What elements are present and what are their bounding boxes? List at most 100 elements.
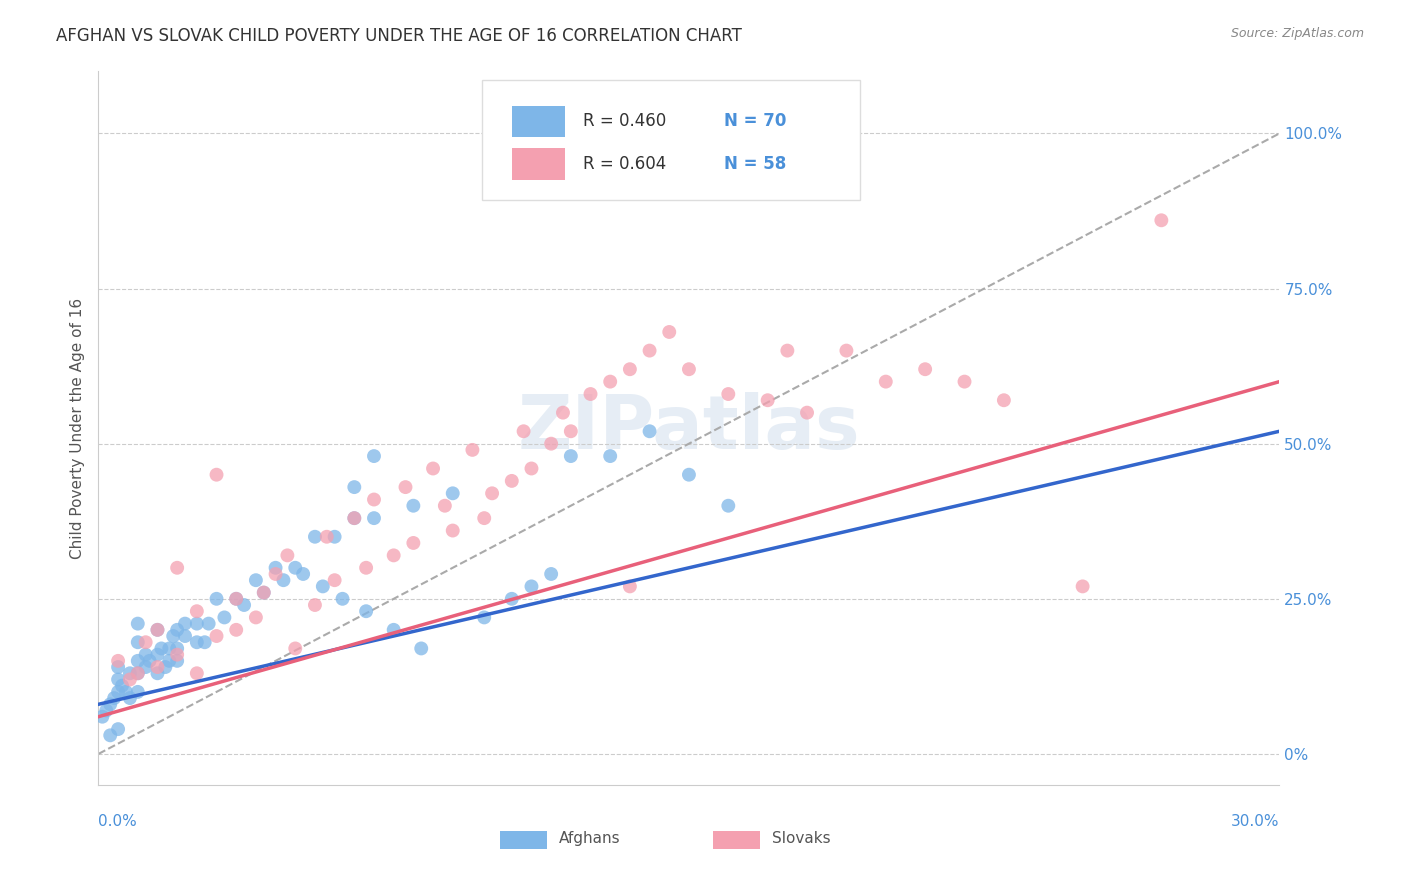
Point <box>127 685 149 699</box>
Point <box>273 573 295 587</box>
Point <box>363 449 385 463</box>
Point <box>658 325 681 339</box>
Point <box>363 492 385 507</box>
Point <box>186 666 208 681</box>
Point <box>166 648 188 662</box>
Point <box>619 579 641 593</box>
Point <box>332 591 354 606</box>
Point <box>343 511 366 525</box>
Point <box>118 691 141 706</box>
Point <box>638 343 661 358</box>
Point <box>433 499 456 513</box>
Text: R = 0.460: R = 0.460 <box>582 112 666 130</box>
Text: Slovaks: Slovaks <box>772 831 830 846</box>
Point <box>115 685 138 699</box>
Point <box>323 530 346 544</box>
Point <box>205 629 228 643</box>
Point <box>146 623 169 637</box>
Point <box>835 343 858 358</box>
Point <box>197 616 219 631</box>
Point <box>461 442 484 457</box>
Point <box>1071 579 1094 593</box>
Point <box>717 387 740 401</box>
Point <box>150 641 173 656</box>
Point <box>107 654 129 668</box>
Point <box>186 604 208 618</box>
Point <box>138 654 160 668</box>
Point <box>599 375 621 389</box>
Bar <box>501 831 547 849</box>
Point <box>225 623 247 637</box>
Point <box>520 579 543 593</box>
Text: R = 0.604: R = 0.604 <box>582 155 666 173</box>
Point <box>174 629 197 643</box>
Point <box>382 549 405 563</box>
Point <box>214 610 236 624</box>
Point <box>127 616 149 631</box>
Point <box>323 573 346 587</box>
Point <box>166 561 188 575</box>
Point <box>560 449 582 463</box>
Point <box>205 591 228 606</box>
Point <box>402 499 425 513</box>
Bar <box>713 831 759 849</box>
Point <box>107 722 129 736</box>
Point <box>135 635 157 649</box>
Point <box>98 728 121 742</box>
Point <box>118 666 141 681</box>
Point <box>619 362 641 376</box>
Point <box>225 591 247 606</box>
Point <box>382 623 405 637</box>
Text: ZIPatlas: ZIPatlas <box>517 392 860 465</box>
Point <box>264 561 287 575</box>
Point <box>993 393 1015 408</box>
Bar <box>512 105 565 137</box>
Point <box>166 654 188 668</box>
Point <box>1150 213 1173 227</box>
Text: 30.0%: 30.0% <box>1232 814 1279 829</box>
FancyBboxPatch shape <box>482 80 860 200</box>
Point <box>472 610 495 624</box>
Point <box>111 679 134 693</box>
Point <box>233 598 256 612</box>
Point <box>363 511 385 525</box>
Point <box>875 375 897 389</box>
Point <box>107 673 129 687</box>
Point <box>560 424 582 438</box>
Text: Afghans: Afghans <box>560 831 620 846</box>
Point <box>162 629 184 643</box>
Point <box>540 436 562 450</box>
Point <box>146 648 169 662</box>
Point <box>157 654 180 668</box>
Bar <box>512 148 565 180</box>
Point <box>98 698 121 712</box>
Text: Source: ZipAtlas.com: Source: ZipAtlas.com <box>1230 27 1364 40</box>
Point <box>343 480 366 494</box>
Point <box>146 666 169 681</box>
Point <box>205 467 228 482</box>
Point <box>472 511 495 525</box>
Point <box>678 362 700 376</box>
Point <box>312 579 335 593</box>
Point <box>91 709 114 723</box>
Point <box>579 387 602 401</box>
Point <box>520 461 543 475</box>
Point <box>155 660 177 674</box>
Point <box>441 524 464 538</box>
Point <box>194 635 217 649</box>
Point <box>599 449 621 463</box>
Point <box>394 480 416 494</box>
Point <box>402 536 425 550</box>
Point <box>174 616 197 631</box>
Point <box>441 486 464 500</box>
Point <box>756 393 779 408</box>
Point <box>186 635 208 649</box>
Point <box>127 654 149 668</box>
Text: 0.0%: 0.0% <box>98 814 138 829</box>
Point <box>135 660 157 674</box>
Point <box>481 486 503 500</box>
Point <box>512 424 534 438</box>
Point <box>157 641 180 656</box>
Point <box>422 461 444 475</box>
Point <box>776 343 799 358</box>
